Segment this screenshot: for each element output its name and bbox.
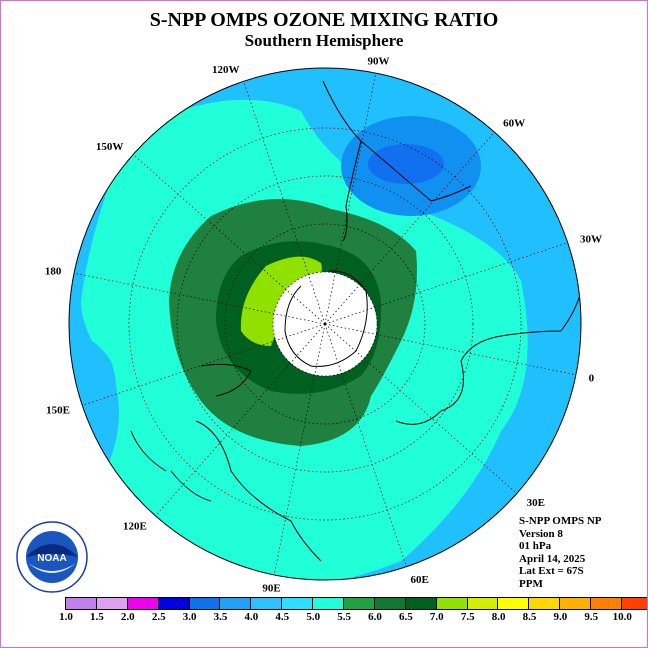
chart-subtitle: Southern Hemisphere [244,31,404,50]
colorbar-swatch [405,598,437,609]
meridian-line [132,154,326,325]
colorbar-swatch [591,598,623,609]
coastlines [130,80,581,562]
meridian-line [324,131,495,325]
noaa-logo: NOAA [16,521,88,598]
colorbar-swatch [498,598,530,609]
colorbar-label: 9.0 [553,611,568,623]
colorbar-label: 4.0 [244,611,259,623]
colorbar-label: 3.0 [182,611,197,623]
colorbar-swatch [282,598,314,609]
logo-text: NOAA [37,553,66,564]
longitude-label: 30E [527,497,545,509]
info-date: April 14, 2025 [519,552,586,565]
colorbar-label: 6.0 [368,611,382,623]
info-instrument: S-NPP OMPS NP [519,515,602,527]
colorbar-label: 7.0 [429,611,444,623]
colorbar-label: 7.5 [460,611,475,623]
meridian-line [324,323,407,567]
colorbar-label: 9.5 [584,611,599,623]
colorbar-label: 4.5 [275,611,290,623]
colorbar-swatch [374,598,406,609]
colorbar-swatch [344,598,375,609]
colorbar-label: 5.5 [337,611,351,623]
longitude-label: 150E [46,405,70,417]
longitude-label: 120W [212,64,240,76]
longitude-label: 30W [580,233,602,245]
longitude-label: 120E [123,521,147,533]
meridians [74,73,576,575]
longitude-label: 150W [96,141,124,153]
colorbar-label: 1.0 [59,611,73,623]
colorbar-label: 1.5 [90,611,104,623]
colorbar-swatch [251,598,283,609]
meridian-line [82,323,326,406]
longitude-labels: 0 30W 60W 90W 120W 150W 180 150E 120E 90E 60E 30E [45,55,602,594]
longitude-label: 0 [589,372,595,384]
info-lat-ext: Lat Ext = 67S [519,565,584,577]
meridian-line [273,323,326,575]
colorbar-label: 2.5 [151,611,166,623]
colorbar-labels: 1.0 1.5 2.0 2.5 3.0 3.5 4.0 4.5 5.0 5.5 6.0 6.5 7.0 7… [1,611,647,625]
colorbar-swatch [313,598,345,609]
longitude-label: 60W [503,117,525,129]
meridian-line [243,81,326,325]
colorbar-swatch [127,598,159,609]
meridian-line [324,323,576,376]
colorbar-swatch [467,598,499,609]
longitude-label: 180 [45,266,62,278]
meridian-line [155,323,326,517]
colorbar-label: 8.0 [491,611,506,623]
meridian-line [324,242,568,325]
colorbar-swatch [66,598,97,609]
info-pressure: 01 hPa [519,540,552,552]
ozone-field [69,68,581,580]
colorbar-swatch [529,598,561,609]
longitude-label: 90W [367,55,389,67]
colorbar-label: 5.0 [306,611,321,623]
info-units: PPM [519,577,543,590]
colorbar-swatch [622,598,647,609]
graticule [128,127,522,521]
south-pole-marker [323,322,327,326]
longitude-label: 90E [262,583,280,595]
meridian-line [324,323,518,494]
colorbar-swatch [436,598,468,609]
colorbar-swatch [158,598,190,609]
colorbar-label: 8.5 [522,611,537,623]
map-boundary [68,67,582,581]
colorbar-swatch [96,598,128,609]
colorbar-swatch [220,598,252,609]
colorbar-label: 2.0 [120,611,135,623]
colorbar-swatch [189,598,221,609]
meridian-line [324,73,377,325]
colorbar [65,597,647,610]
colorbar-label: 6.5 [399,611,413,623]
info-block: S-NPP OMPS NP Version 8 01 hPa April 14,… [519,515,602,590]
colorbar-label: 3.5 [213,611,228,623]
colorbar-swatch [560,598,592,609]
info-version: Version 8 [519,527,563,540]
meridian-line [74,272,326,325]
chart-title: S-NPP OMPS OZONE MIXING RATIO [149,9,499,31]
region-min-3-0 [368,144,444,184]
longitude-label: 60E [411,574,429,586]
colorbar-label: 10.0 [612,611,632,623]
